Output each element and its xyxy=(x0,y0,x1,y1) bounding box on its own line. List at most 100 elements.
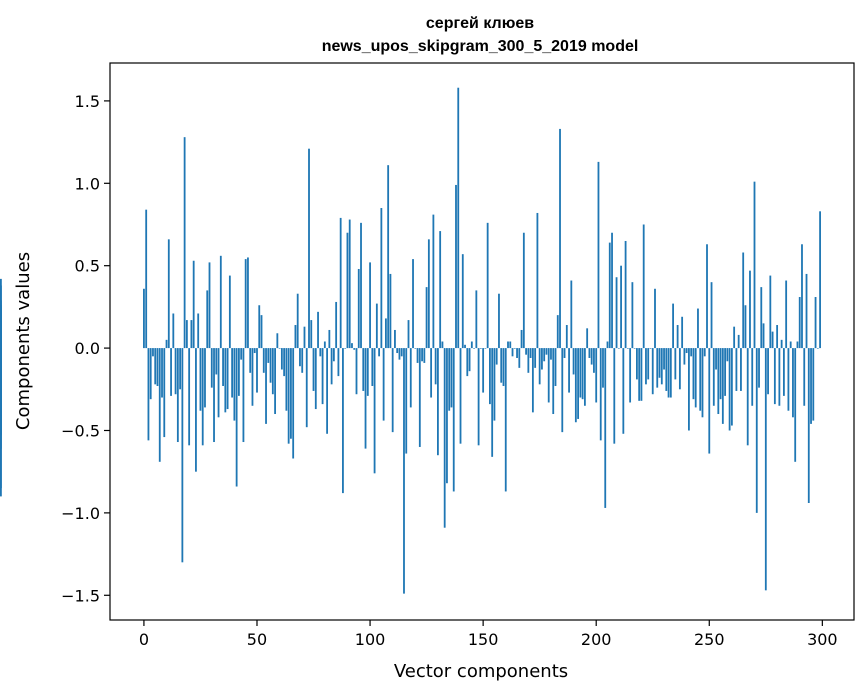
bar xyxy=(681,316,684,349)
bar xyxy=(176,348,179,443)
bar xyxy=(353,348,356,350)
bar xyxy=(513,348,516,349)
bar xyxy=(658,348,661,378)
bar xyxy=(204,348,206,408)
bar xyxy=(778,348,781,406)
bar xyxy=(638,348,641,401)
bar xyxy=(563,348,566,358)
bar xyxy=(457,87,460,349)
x-axis-label: Vector components xyxy=(394,661,568,682)
bar xyxy=(606,341,609,349)
bar xyxy=(249,348,252,373)
bar xyxy=(403,348,405,594)
bar xyxy=(588,348,591,358)
bar xyxy=(484,348,487,349)
bar xyxy=(163,348,166,438)
bar xyxy=(789,341,792,349)
bar xyxy=(335,301,338,349)
bar xyxy=(583,348,586,406)
bar xyxy=(238,348,240,396)
bar xyxy=(792,348,794,418)
bar xyxy=(468,348,471,372)
bar xyxy=(617,348,620,349)
bar xyxy=(620,265,622,349)
bar xyxy=(391,348,394,433)
bar xyxy=(208,262,211,349)
bar xyxy=(730,348,733,426)
bar xyxy=(167,239,170,349)
bar xyxy=(678,348,681,390)
bar xyxy=(740,348,742,391)
bar xyxy=(265,348,267,424)
bar xyxy=(719,348,722,400)
bar xyxy=(579,348,582,398)
bar xyxy=(398,348,401,360)
bar xyxy=(427,239,430,349)
bar xyxy=(801,244,803,349)
bar xyxy=(570,280,573,349)
bar xyxy=(371,348,374,386)
bar xyxy=(303,326,306,349)
bar xyxy=(152,348,154,357)
bar xyxy=(228,275,231,349)
bar xyxy=(787,348,790,411)
bar xyxy=(437,348,439,456)
x-tick-label: 250 xyxy=(694,630,725,649)
bar xyxy=(434,348,437,385)
bar xyxy=(323,341,326,349)
bar xyxy=(703,348,706,357)
bar xyxy=(355,348,358,395)
bar xyxy=(568,348,570,393)
bar xyxy=(425,287,428,349)
bar xyxy=(805,273,808,349)
bar xyxy=(418,348,421,447)
bar xyxy=(785,280,788,349)
y-axis: −1.5 −1.0 −0.5 0.0 0.5 1.0 1.5 xyxy=(61,92,110,605)
bar xyxy=(525,348,527,355)
bar xyxy=(721,348,724,424)
y-tick-label: 0.0 xyxy=(75,339,100,358)
bar xyxy=(378,348,381,357)
bar xyxy=(642,224,645,349)
bar xyxy=(608,242,611,349)
bar xyxy=(577,348,580,419)
bar xyxy=(280,348,283,370)
bar xyxy=(529,348,532,358)
bar xyxy=(699,348,702,411)
bar xyxy=(373,348,376,474)
bar xyxy=(213,348,215,443)
bar xyxy=(217,348,220,418)
bar xyxy=(337,348,340,377)
bar xyxy=(321,348,324,405)
bar xyxy=(0,321,2,349)
bar xyxy=(672,303,674,349)
bar xyxy=(179,348,182,390)
bar xyxy=(181,348,184,563)
bar xyxy=(251,348,254,406)
bar xyxy=(348,219,351,349)
bar xyxy=(441,341,444,349)
bar xyxy=(312,348,315,391)
bar xyxy=(581,348,584,400)
bar xyxy=(527,348,530,373)
bar xyxy=(660,348,663,385)
bar xyxy=(495,348,498,365)
bar xyxy=(674,348,677,380)
bar xyxy=(489,348,491,405)
bar xyxy=(751,348,754,406)
y-tick-label: −0.5 xyxy=(61,421,100,440)
bar xyxy=(590,348,593,365)
y-tick-label: −1.5 xyxy=(61,586,100,605)
bar xyxy=(647,348,650,380)
plot-frame xyxy=(109,62,855,621)
bar xyxy=(375,303,378,349)
bar xyxy=(715,348,717,370)
x-tick-label: 0 xyxy=(139,630,149,649)
bar xyxy=(387,165,390,349)
bar xyxy=(645,348,647,385)
bar xyxy=(692,348,695,400)
bar xyxy=(683,348,686,365)
bar xyxy=(219,255,222,349)
bar xyxy=(710,282,713,349)
bar xyxy=(369,262,371,349)
